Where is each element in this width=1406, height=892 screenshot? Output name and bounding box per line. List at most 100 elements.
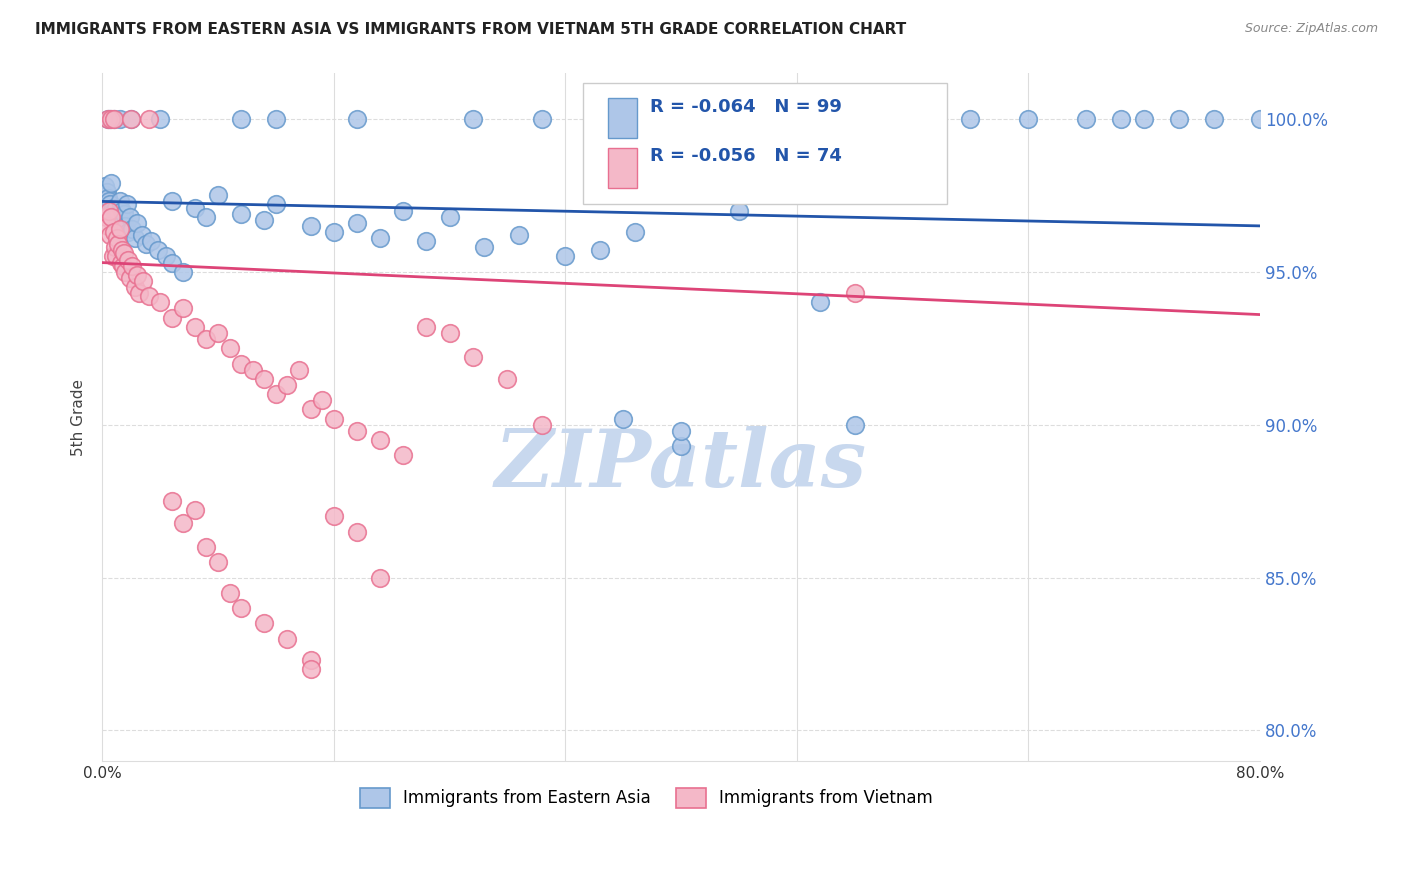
Point [155, 250, 177, 264]
Text: ZIPatlas: ZIPatlas [495, 426, 868, 504]
Point [108, 222, 131, 236]
Point [114, 219, 136, 233]
Point [844, 417, 866, 432]
Point [531, 417, 554, 432]
Point [231, 207, 253, 221]
Point [415, 234, 437, 248]
Point [120, 112, 142, 126]
Point [128, 286, 150, 301]
Point [346, 424, 368, 438]
Point [218, 341, 240, 355]
Point [808, 295, 831, 310]
Point [415, 319, 437, 334]
Point [554, 250, 576, 264]
Point [172, 301, 194, 316]
Point [322, 509, 344, 524]
Point [149, 112, 172, 126]
Point [589, 244, 612, 258]
Point [959, 112, 981, 126]
Point [125, 268, 148, 282]
Point [103, 112, 125, 126]
Point [107, 207, 129, 221]
Point [100, 176, 122, 190]
Point [1076, 112, 1098, 126]
Point [439, 210, 461, 224]
Point [322, 225, 344, 239]
Point [160, 255, 183, 269]
Point [392, 203, 415, 218]
Point [669, 424, 692, 438]
Point [195, 540, 218, 554]
Text: Source: ZipAtlas.com: Source: ZipAtlas.com [1244, 22, 1378, 36]
FancyBboxPatch shape [582, 83, 948, 203]
Point [121, 259, 143, 273]
Point [138, 112, 160, 126]
Point [105, 201, 128, 215]
Point [264, 197, 287, 211]
Text: R = -0.056   N = 74: R = -0.056 N = 74 [650, 146, 842, 165]
Point [111, 203, 134, 218]
Text: R = -0.064   N = 99: R = -0.064 N = 99 [650, 97, 842, 116]
Point [101, 250, 124, 264]
Point [114, 265, 136, 279]
Point [728, 203, 751, 218]
Y-axis label: 5th Grade: 5th Grade [72, 378, 86, 456]
Point [368, 571, 391, 585]
Point [195, 332, 218, 346]
Point [1017, 112, 1039, 126]
Point [288, 362, 311, 376]
Point [105, 231, 128, 245]
Point [1167, 112, 1189, 126]
Point [472, 240, 495, 254]
Legend: Immigrants from Eastern Asia, Immigrants from Vietnam: Immigrants from Eastern Asia, Immigrants… [353, 781, 939, 814]
Point [231, 357, 253, 371]
Point [207, 326, 229, 340]
Point [184, 201, 207, 215]
Point [612, 411, 634, 425]
Point [160, 310, 183, 325]
Point [100, 210, 122, 224]
Point [98, 228, 121, 243]
Point [103, 203, 125, 218]
Point [104, 240, 127, 254]
Point [253, 212, 276, 227]
Point [139, 234, 162, 248]
Point [496, 372, 519, 386]
Point [508, 228, 530, 243]
Point [195, 210, 218, 224]
Point [392, 448, 415, 462]
Point [112, 207, 135, 221]
Point [125, 216, 148, 230]
Point [124, 231, 146, 245]
Point [1109, 112, 1132, 126]
Point [131, 228, 153, 243]
Point [207, 188, 229, 202]
Point [1249, 112, 1271, 126]
Point [98, 112, 121, 126]
FancyBboxPatch shape [609, 97, 637, 138]
Point [276, 378, 298, 392]
Point [207, 555, 229, 569]
Point [100, 112, 122, 126]
Point [669, 439, 692, 453]
Point [184, 319, 207, 334]
Point [253, 372, 276, 386]
Point [299, 402, 322, 417]
Point [218, 586, 240, 600]
Point [97, 112, 120, 126]
Point [242, 362, 264, 376]
Point [901, 112, 924, 126]
Point [98, 197, 121, 211]
Point [276, 632, 298, 646]
Point [110, 219, 132, 233]
Point [97, 191, 120, 205]
Point [160, 194, 183, 209]
Point [108, 194, 131, 209]
Point [647, 112, 669, 126]
Point [346, 524, 368, 539]
Point [299, 653, 322, 667]
Point [120, 112, 142, 126]
Point [118, 271, 141, 285]
Point [461, 351, 484, 365]
Point [112, 212, 135, 227]
